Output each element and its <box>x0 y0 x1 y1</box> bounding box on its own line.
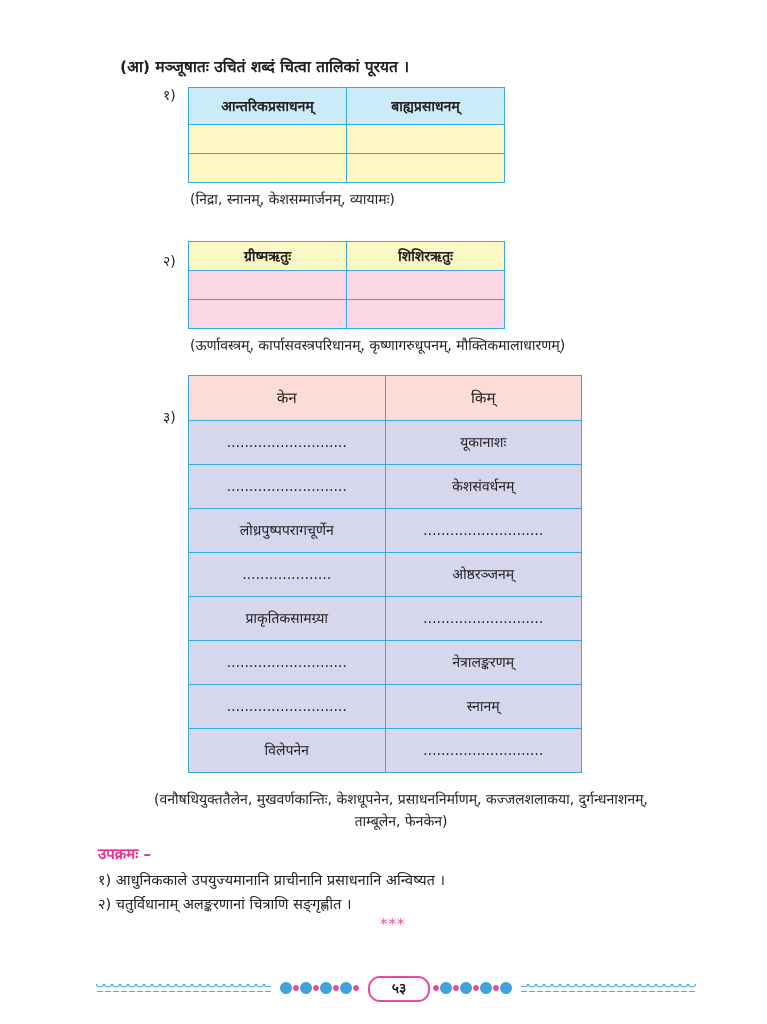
table3-cell[interactable]: ........................... <box>384 508 582 553</box>
table1: आन्तरिकप्रसाधनम् बाह्यप्रसाधनम् <box>188 87 505 183</box>
table3: केन किम् ........................... यूका… <box>188 375 582 773</box>
table2-header-1: ग्रीष्मऋतुः <box>188 241 347 271</box>
table1-cell[interactable] <box>188 153 347 183</box>
table3-cell[interactable]: प्राकृतिकसामग्र्या <box>188 596 386 641</box>
page-footer: ५३ <box>96 973 696 1003</box>
table3-header-1: केन <box>188 375 386 421</box>
table3-hint-line1: (वनौषधियुक्ततैलेन, मुखवर्णकान्तिः, केशधू… <box>154 792 648 808</box>
table1-header-1: आन्तरिकप्रसाधनम् <box>188 87 347 125</box>
upakram-item-1: १) आधुनिककाले उपयुज्यमानानि प्राचीनानि प… <box>98 873 446 889</box>
table2-cell[interactable] <box>346 270 505 300</box>
table3-cell[interactable]: ........................... <box>188 464 386 509</box>
upakram-title: उपक्रमः – <box>98 845 151 863</box>
table1-cell[interactable] <box>188 124 347 154</box>
table3-cell[interactable]: ........................... <box>188 684 386 729</box>
exercise-heading: (आ) मञ्जूषातः उचितं शब्दं चित्वा तालिकां… <box>120 58 410 76</box>
table2-cell[interactable] <box>188 270 347 300</box>
table3-number: ३) <box>163 410 176 426</box>
table2: ग्रीष्मऋतुः शिशिरऋतुः <box>188 241 505 329</box>
table3-cell[interactable]: विलेपनेन <box>188 728 386 773</box>
table3-cell[interactable]: यूकानाशः <box>384 420 582 465</box>
table2-cell[interactable] <box>188 299 347 329</box>
upakram-item-2: २) चतुर्विधानाम् अलङ्करणानां चित्राणि सङ… <box>98 897 352 913</box>
table2-header-2: शिशिरऋतुः <box>346 241 505 271</box>
table3-cell[interactable]: ........................... <box>384 596 582 641</box>
table3-header-2: किम् <box>384 375 582 421</box>
page-number: ५३ <box>368 976 430 1002</box>
table3-cell[interactable]: ओष्ठरञ्जनम् <box>384 552 582 597</box>
section-end-stars: *** <box>380 915 406 933</box>
table3-cell[interactable]: ........................... <box>384 728 582 773</box>
table3-cell[interactable]: केशसंवर्धनम् <box>384 464 582 509</box>
footer-ornament-icon <box>96 982 696 994</box>
table3-cell[interactable]: लोध्रपुष्पपरागचूर्णेन <box>188 508 386 553</box>
table2-number: २) <box>163 254 176 270</box>
table1-hint: (निद्रा, स्नानम्, केशसम्मार्जनम्, व्याया… <box>190 192 395 208</box>
table3-cell[interactable]: नेत्रालङ्करणम् <box>384 640 582 685</box>
table3-cell[interactable]: ........................... <box>188 420 386 465</box>
table1-cell[interactable] <box>346 124 505 154</box>
table1-header-2: बाह्यप्रसाधनम् <box>346 87 505 125</box>
table3-hint-line2: ताम्बूलेन, फेनकेन) <box>354 814 448 830</box>
table3-cell[interactable]: .................... <box>188 552 386 597</box>
table1-cell[interactable] <box>346 153 505 183</box>
table3-cell[interactable]: स्नानम् <box>384 684 582 729</box>
table2-hint: (ऊर्णावस्त्रम्, कार्पासवस्त्रपरिधानम्, क… <box>190 338 566 354</box>
table3-cell[interactable]: ........................... <box>188 640 386 685</box>
table2-cell[interactable] <box>346 299 505 329</box>
table1-number: १) <box>163 88 176 104</box>
